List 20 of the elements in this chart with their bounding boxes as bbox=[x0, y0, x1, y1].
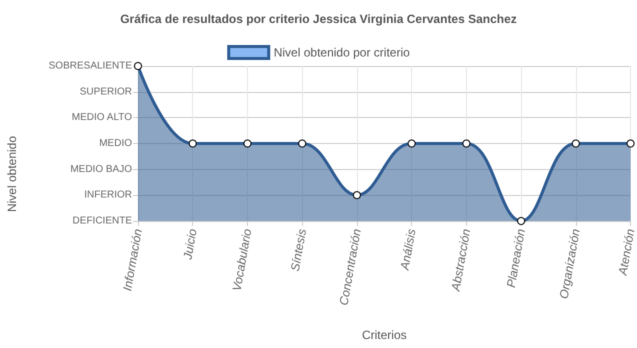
x-tick-label: Información bbox=[120, 227, 145, 292]
x-tick-label: Vocabulario bbox=[230, 227, 254, 292]
text: SUPERIOR bbox=[80, 86, 132, 98]
text: SOBRESALIENTE bbox=[48, 60, 132, 72]
x-tick-label: Atención bbox=[615, 227, 637, 278]
x-axis-title: Criterios bbox=[362, 328, 407, 342]
text: DEFICIENTE bbox=[72, 216, 132, 226]
x-tick-label: Abstracción bbox=[448, 227, 474, 293]
x-tick-label: Síntesis bbox=[288, 228, 310, 272]
text: INFERIOR bbox=[84, 190, 132, 201]
x-tick-label: Análisis bbox=[397, 228, 419, 272]
legend-label: Nivel obtenido por criterio bbox=[274, 46, 410, 60]
x-tick-label: Organización bbox=[556, 227, 583, 300]
text: MEDIO BAJO bbox=[70, 164, 132, 175]
text: MEDIO ALTO bbox=[72, 112, 132, 124]
x-tick-label: Planeación bbox=[504, 227, 528, 289]
x-tick-label: Juicio bbox=[180, 227, 200, 262]
chart-title: Gráfica de resultados por criterio Jessica Virginia Cervantes Sanchez bbox=[120, 12, 517, 26]
text: MEDIO bbox=[99, 138, 132, 149]
text: Nivel obtenido bbox=[5, 136, 19, 212]
